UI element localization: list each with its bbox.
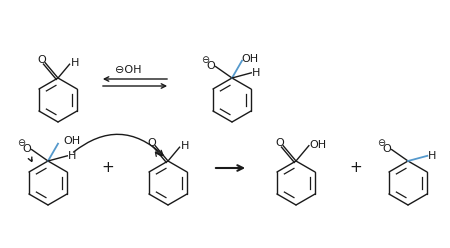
Text: ⊖: ⊖	[378, 138, 386, 148]
Text: ⊖: ⊖	[202, 55, 210, 64]
Text: H: H	[68, 151, 77, 161]
Text: OH: OH	[309, 140, 326, 150]
Text: O: O	[38, 55, 46, 65]
Text: H: H	[180, 141, 189, 151]
Text: ⊖: ⊖	[18, 138, 26, 148]
Text: O: O	[148, 138, 157, 148]
Text: H: H	[252, 68, 261, 78]
Text: O: O	[206, 61, 215, 70]
Text: +: +	[350, 160, 362, 176]
Text: ⊖OH: ⊖OH	[115, 65, 141, 75]
Text: O: O	[382, 144, 391, 154]
Text: H: H	[70, 58, 79, 68]
Text: O: O	[276, 138, 284, 148]
Text: O: O	[22, 144, 31, 154]
Text: +: +	[102, 160, 114, 176]
Text: OH: OH	[63, 136, 80, 146]
Text: OH: OH	[242, 54, 259, 64]
Text: H: H	[428, 151, 436, 161]
